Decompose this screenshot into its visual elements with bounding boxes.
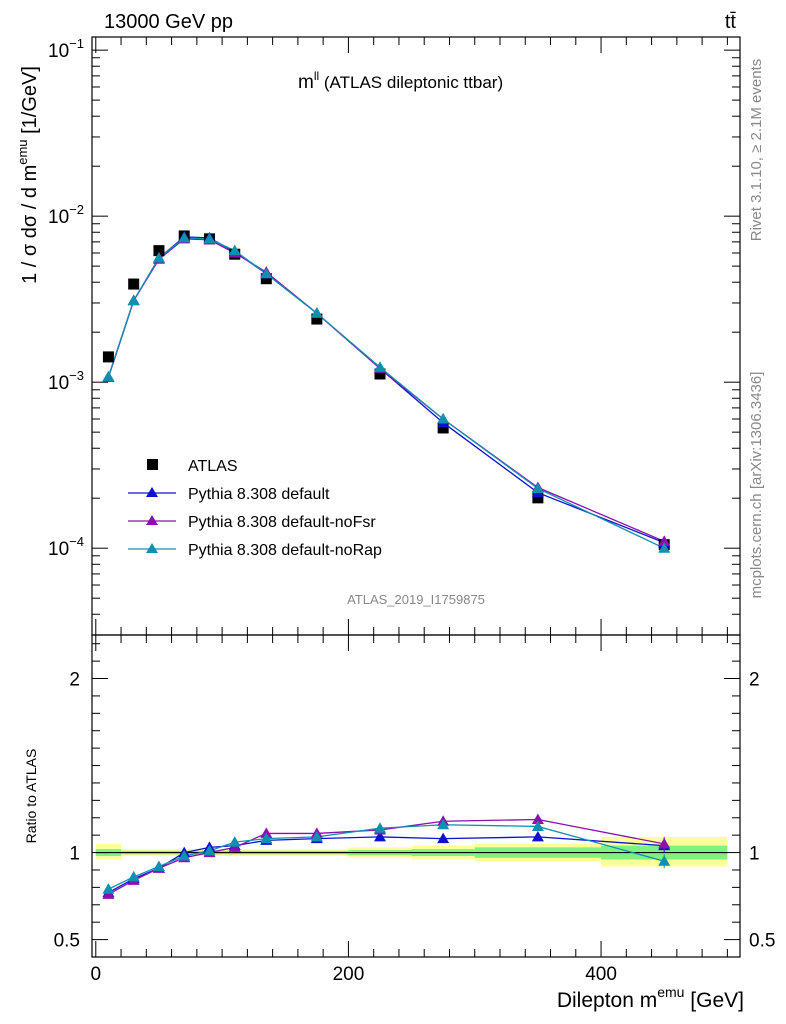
main-point-atlas xyxy=(153,245,165,257)
main-point-atlas xyxy=(532,492,544,504)
main-point-atlas xyxy=(437,422,449,434)
ratio-y-label: Ratio to ATLAS xyxy=(23,749,39,844)
main-series-lines xyxy=(107,236,665,549)
main-point-norap xyxy=(374,361,386,372)
mcplots-note: mcplots.cern.ch [arXiv:1306.3436] xyxy=(748,372,765,599)
main-point-atlas xyxy=(260,273,272,285)
legend-label-default: Pythia 8.308 default xyxy=(188,486,330,503)
ratio-point-norap xyxy=(658,855,671,866)
ratio-y-tick-label: 1 xyxy=(69,844,80,865)
ratio-y-tick-label: 2 xyxy=(69,670,80,691)
ratio-point-norap xyxy=(127,870,140,882)
ratio-point-norap xyxy=(102,883,115,894)
ratio-point-norap xyxy=(437,818,450,830)
main-point-norap xyxy=(260,267,273,279)
plot-title: mll (ATLAS dileptonic ttbar) xyxy=(298,69,503,93)
main-point-nofsr xyxy=(658,535,671,546)
main-point-atlas xyxy=(102,351,114,363)
main-series-points xyxy=(102,230,671,553)
ratio-point-default xyxy=(374,830,386,842)
main-panel: 10−1 10−2 10−3 10−4 mll (ATLAS dileptonic t… xyxy=(15,36,741,636)
legend-marker-nofsr xyxy=(146,515,158,525)
ratio-point-norap xyxy=(531,820,544,831)
main-y-tick-label: 10−4 xyxy=(48,534,84,560)
ratio-series-points xyxy=(102,813,671,899)
main-y-ticks: 10−1 10−2 10−3 10−4 xyxy=(48,36,740,636)
main-y-label: 1 / σ dσ / d memu [1/GeV] xyxy=(15,66,41,284)
main-point-norap xyxy=(127,294,140,306)
ratio-x-tick-label: 200 xyxy=(333,964,365,985)
ratio-point-norap xyxy=(260,832,273,844)
analysis-watermark: ATLAS_2019_I1759875 xyxy=(347,592,485,607)
legend-label-nofsr: Pythia 8.308 default-noFsr xyxy=(188,514,376,531)
main-point-norap xyxy=(152,251,165,263)
main-point-atlas xyxy=(374,368,386,380)
rivet-note: Rivet 3.1.10, ≥ 2.1M events xyxy=(748,59,765,242)
main-y-tick-label: 10−3 xyxy=(48,368,84,394)
main-point-atlas xyxy=(128,278,140,290)
ratio-point-default xyxy=(531,830,544,842)
main-line-norap xyxy=(107,237,665,549)
legend: ATLAS Pythia 8.308 default Pythia 8.308 … xyxy=(128,458,382,559)
ratio-x-tick-label: 0 xyxy=(91,964,102,985)
ratio-x-tick-label: 400 xyxy=(585,964,617,985)
main-point-norap xyxy=(531,482,544,493)
main-point-norap xyxy=(102,370,115,382)
main-point-norap xyxy=(437,413,450,424)
legend-marker-atlas xyxy=(147,459,158,470)
legend-label-norap: Pythia 8.308 default-noRap xyxy=(188,542,382,559)
ratio-y-tick-label-right: 0.5 xyxy=(749,931,775,952)
ratio-y-tick-label: 0.5 xyxy=(54,931,80,952)
header-right: tt̄ xyxy=(725,11,737,33)
legend-marker-default xyxy=(146,487,158,497)
ratio-point-norap xyxy=(374,822,386,833)
ratio-x-ticks: 0 200 400 xyxy=(91,635,728,985)
ratio-point-norap xyxy=(228,836,241,847)
ratio-point-default xyxy=(437,832,450,844)
ratio-point-nofsr xyxy=(531,813,544,824)
ratio-point-norap xyxy=(203,844,216,856)
ratio-point-norap xyxy=(310,830,323,842)
legend-label-atlas: ATLAS xyxy=(188,458,238,475)
header-left: 13000 GeV pp xyxy=(104,11,233,33)
main-y-tick-label: 10−2 xyxy=(48,202,84,228)
ratio-y-tick-label-right: 2 xyxy=(749,670,760,691)
main-point-atlas xyxy=(311,313,323,325)
ratio-y-tick-label-right: 1 xyxy=(749,844,760,865)
legend-marker-norap xyxy=(146,543,158,553)
ratio-point-nofsr xyxy=(658,837,671,849)
x-axis-label: Dilepton memu [GeV] xyxy=(557,984,744,1012)
main-point-norap xyxy=(203,232,216,244)
main-point-norap xyxy=(310,307,323,318)
main-y-tick-label: 10−1 xyxy=(48,36,84,62)
main-point-norap xyxy=(658,542,671,553)
ratio-point-norap xyxy=(152,860,165,871)
ratio-y-ticks: 0.5 0.5 1 1 2 2 xyxy=(54,643,775,952)
main-point-norap xyxy=(178,231,191,243)
main-x-ticks xyxy=(95,37,728,635)
ratio-point-norap xyxy=(178,850,191,861)
ratio-panel: 0.5 0.5 1 1 2 2 0 200 400 Ratio to ATLAS Dilept… xyxy=(23,634,775,1012)
ratio-frame xyxy=(91,634,741,958)
main-point-norap xyxy=(228,244,241,256)
